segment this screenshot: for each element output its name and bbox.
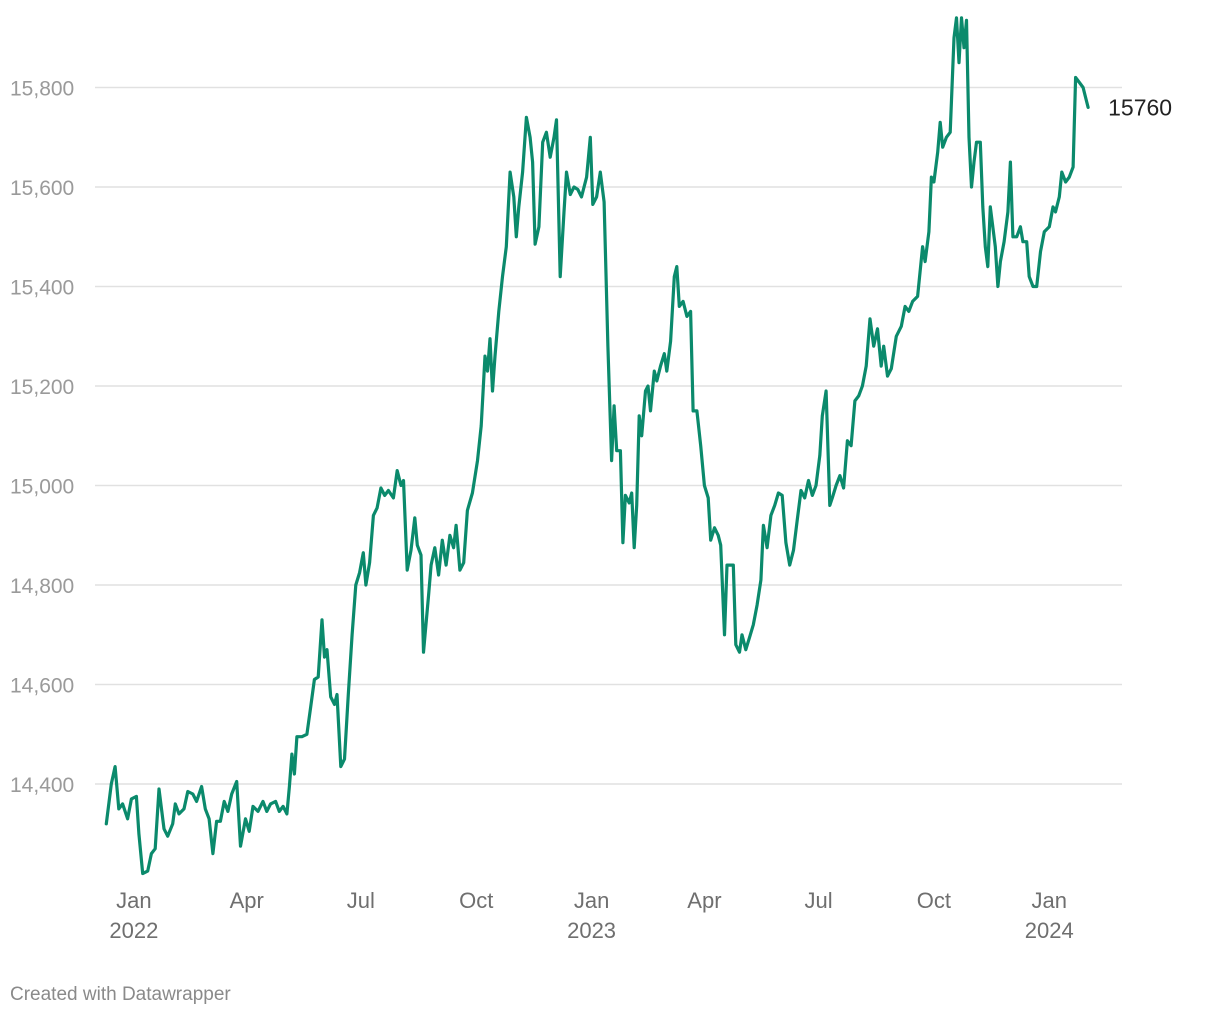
x-tick-label: Oct [459, 888, 493, 913]
y-tick-label: 15,200 [10, 376, 74, 399]
x-tick-year-label: 2024 [1025, 918, 1074, 943]
y-tick-label: 14,800 [10, 575, 74, 598]
gridlines [95, 86, 1122, 785]
x-tick-label: Jul [347, 888, 375, 913]
x-tick-label: Apr [230, 888, 264, 913]
y-tick-label: 15,400 [10, 277, 74, 300]
y-tick-label: 15,800 [10, 78, 74, 101]
series-end-label: 15760 [1108, 94, 1172, 120]
y-tick-label: 15,600 [10, 177, 74, 200]
series-layer [104, 16, 1090, 876]
footer-credit: Created with Datawrapper [10, 984, 231, 1005]
y-tick-label: 15,000 [10, 476, 74, 499]
end-label-layer: 15760 [1108, 94, 1172, 120]
y-axis-tick-labels: 14,400 14,600 14,800 15,000 15,200 15,400 15,6… [10, 78, 74, 798]
x-axis-tick-labels: Jan 2022 Apr Jul Oct Jan 2023 Apr Jul Oct Jan 2024 [109, 888, 1073, 943]
x-tick-year-label: 2022 [109, 918, 158, 943]
x-tick-label: Jan [116, 888, 151, 913]
x-tick-label: Jan [574, 888, 609, 913]
x-tick-label: Apr [687, 888, 721, 913]
x-tick-label: Jul [804, 888, 832, 913]
x-tick-label: Oct [917, 888, 951, 913]
x-tick-year-label: 2023 [567, 918, 616, 943]
x-tick-label: Jan [1032, 888, 1067, 913]
y-tick-label: 14,400 [10, 774, 74, 797]
y-tick-label: 14,600 [10, 675, 74, 698]
series-line-0 [104, 16, 1090, 876]
